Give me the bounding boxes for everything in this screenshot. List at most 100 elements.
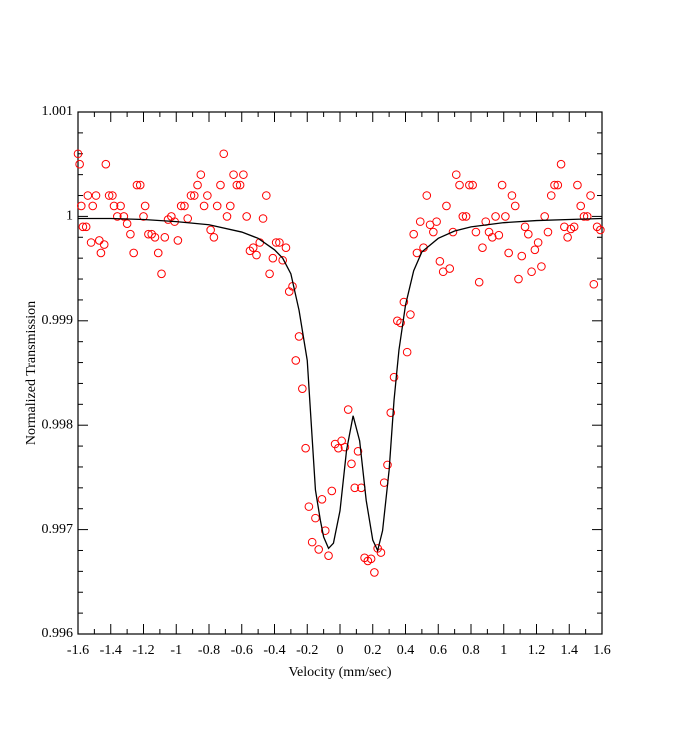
data-point [265,269,274,279]
data-point [126,229,135,239]
data-point [193,180,202,190]
data-point [553,180,563,190]
data-point [252,250,261,260]
data-point [173,236,183,245]
data-point [501,212,510,221]
data-point [353,447,363,456]
x-axis-label: Velocity (mm/sec) [288,665,391,680]
data-point [135,180,145,190]
data-point [386,408,396,417]
data-point [520,222,530,232]
x-tick-label: 1 [500,643,507,658]
data-point [119,212,129,221]
x-tick-label: 0.6 [430,643,448,658]
x-tick-label: -0.6 [231,643,253,658]
data-point [311,513,320,523]
data-point [533,238,543,247]
data-point [569,222,579,232]
data-point [278,255,287,265]
data-point [491,212,500,221]
data-point [96,248,106,258]
data-point [153,248,163,258]
data-point [88,201,98,211]
x-tick-label: 1.4 [561,643,579,658]
data-point [576,201,586,211]
data-point [262,191,271,200]
data-point [91,191,101,200]
data-point [129,248,138,258]
data-point [530,245,540,255]
data-point [317,495,327,504]
data-point [406,310,415,319]
data-point [150,232,160,242]
x-tick-label: -1.6 [67,643,89,658]
data-point [101,159,111,169]
data-point [504,248,513,258]
fit-line [78,217,603,553]
data-point [320,526,330,535]
data-point [494,230,504,240]
data-point [507,191,517,200]
x-tick-label: 0.2 [364,643,382,658]
data-point [196,170,206,179]
data-point [370,568,379,577]
data-point [537,262,546,271]
data-point [229,170,238,179]
data-point [222,212,232,221]
data-point [160,232,170,242]
data-point [347,459,356,469]
data-point [563,232,572,242]
data-point [586,191,595,200]
data-point [376,548,386,557]
data-point [497,180,507,190]
data-point [327,486,337,496]
data-point [113,212,122,221]
data-point [248,243,258,253]
data-point [343,405,353,414]
data-point [206,225,215,235]
data-point [334,443,343,453]
data-point [582,212,592,221]
data-point [415,217,425,226]
y-tick-label: 0.996 [42,626,74,641]
y-tick-label: 1.001 [42,104,74,119]
data-point [271,238,281,247]
data-point [225,201,235,211]
data-point [478,243,487,253]
x-tick-label: 0 [337,643,344,658]
data-point [212,201,222,211]
data-point [366,554,376,564]
data-point [307,537,317,547]
data-point [540,212,549,221]
data-point [73,149,83,159]
data-point [524,229,533,239]
data-point [556,159,566,169]
y-tick-label: 1 [66,209,73,224]
data-point [451,170,461,179]
x-tick-label: -0.4 [263,643,285,658]
x-tick-label: -0.2 [296,643,318,658]
data-point [455,180,464,190]
data-point [258,214,268,223]
data-point [546,191,556,200]
x-tick-label: -1.4 [100,643,122,658]
data-point [324,551,333,561]
data-point [301,443,310,453]
data-point [219,149,229,159]
data-point [461,212,471,221]
data-point [422,191,432,200]
data-point [232,180,242,190]
data-point [216,180,225,190]
data-point [298,384,307,393]
y-tick-label: 0.997 [42,522,74,537]
data-point [139,212,148,221]
data-point [560,222,569,232]
data-point [409,229,418,239]
data-point [203,191,212,200]
data-point [242,212,251,221]
data-point [458,212,468,221]
data-point [517,251,527,261]
data-point [350,483,360,493]
data-point [268,253,278,263]
